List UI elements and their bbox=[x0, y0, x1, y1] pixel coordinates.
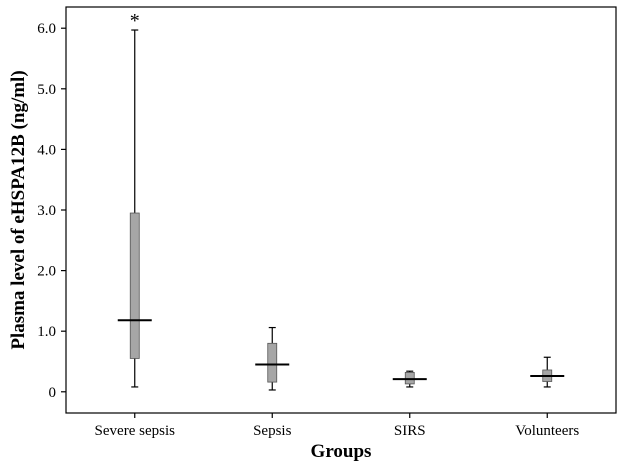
y-tick-label: 4.0 bbox=[37, 142, 56, 158]
y-tick-label: 5.0 bbox=[37, 82, 56, 98]
box-sirs bbox=[392, 370, 427, 388]
x-tick-label: SIRS bbox=[394, 423, 426, 439]
y-tick-label: 6.0 bbox=[37, 21, 56, 37]
y-tick-label: 0 bbox=[49, 385, 57, 401]
x-tick-label: Volunteers bbox=[515, 423, 579, 439]
y-tick-label: 1.0 bbox=[37, 324, 56, 340]
x-tick-label: Sepsis bbox=[253, 423, 292, 439]
y-axis-title: Plasma level of eHSPA12B (ng/ml) bbox=[8, 70, 29, 349]
x-tick-label: Severe sepsis bbox=[95, 423, 176, 439]
plot-frame bbox=[65, 6, 617, 414]
significance-asterisk: * bbox=[130, 10, 140, 32]
y-tick-label: 3.0 bbox=[37, 203, 56, 219]
y-tick-label: 2.0 bbox=[37, 264, 56, 280]
x-axis-title: Groups bbox=[311, 441, 372, 462]
iqr-box bbox=[129, 212, 140, 359]
box-volunteers bbox=[530, 356, 565, 388]
iqr-box bbox=[267, 342, 278, 383]
box-severe-sepsis: * bbox=[117, 10, 152, 388]
box-sepsis bbox=[255, 326, 290, 391]
